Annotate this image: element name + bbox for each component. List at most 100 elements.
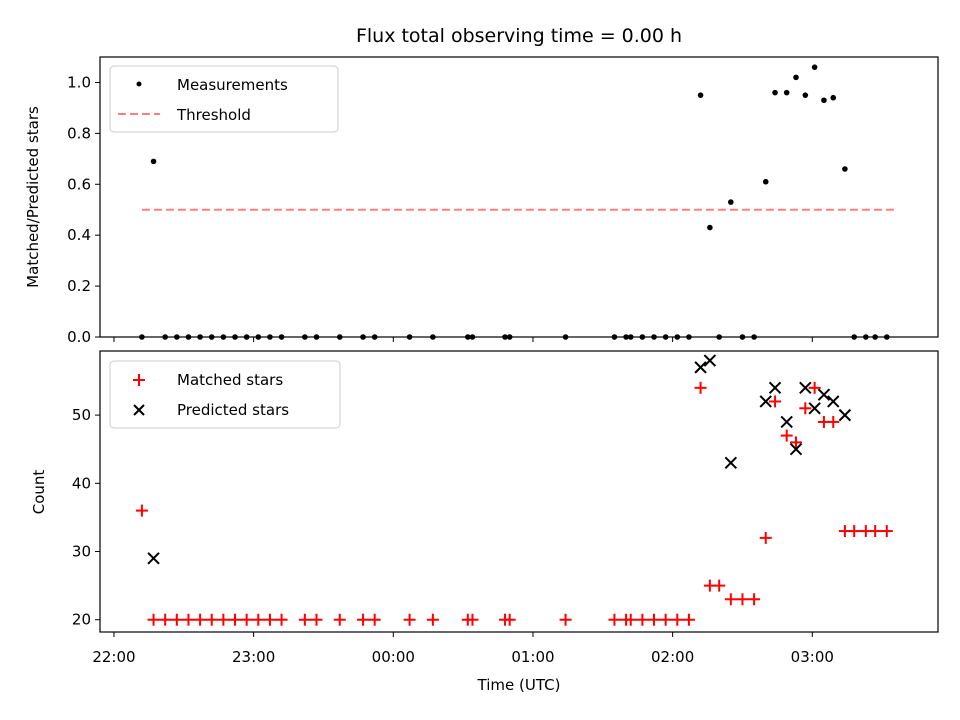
matched-star-point	[769, 395, 782, 408]
legend-predicted-marker	[133, 404, 145, 416]
bottom-x-tick-label: 00:00	[372, 648, 415, 666]
matched-star-point	[724, 593, 737, 606]
measurement-point	[313, 334, 320, 340]
matched-star-point	[135, 504, 148, 517]
matched-star-point	[671, 613, 684, 626]
matched-star-point	[368, 613, 381, 626]
measurement-point	[562, 334, 569, 340]
measurement-point	[627, 334, 634, 340]
bottom-y-tick-label: 20	[72, 611, 91, 629]
measurement-point	[783, 89, 790, 96]
measurement-point	[232, 334, 238, 340]
predicted-star-point	[694, 361, 707, 374]
matched-star-point	[799, 402, 812, 415]
matched-star-point	[159, 613, 172, 626]
matched-star-point	[659, 613, 672, 626]
bottom-y-axis-label: Count	[30, 470, 48, 515]
measurement-point	[243, 334, 250, 340]
top-y-tick-label: 0.4	[67, 226, 91, 244]
measurement-point	[267, 334, 273, 340]
bottom-x-tick-label: 02:00	[651, 648, 694, 666]
measurement-point	[802, 92, 809, 98]
predicted-star-point	[799, 381, 812, 395]
matched-star-point	[298, 613, 311, 626]
measurement-point	[851, 334, 857, 340]
matched-star-point	[466, 613, 479, 626]
matched-star-point	[559, 613, 572, 626]
matched-star-point	[748, 593, 761, 606]
predicted-stars-layer	[147, 354, 852, 565]
bottom-y-tick-label: 40	[72, 474, 91, 492]
measurement-point	[639, 334, 646, 340]
matched-star-point	[790, 436, 803, 449]
top-x-ticks	[113, 337, 813, 342]
legend-matched-marker	[133, 374, 145, 386]
matched-star-point	[869, 525, 882, 538]
measurement-point	[830, 94, 837, 101]
matched-star-point	[275, 613, 288, 626]
measurement-point	[220, 334, 227, 340]
matched-star-point	[503, 613, 516, 626]
measurement-point	[883, 334, 890, 340]
bottom-x-tick-label: 23:00	[232, 648, 275, 666]
matched-star-point	[648, 613, 661, 626]
top-y-tick-label: 0.6	[67, 175, 91, 193]
bottom-y-tick-label: 30	[72, 543, 91, 561]
matched-star-point	[263, 613, 276, 626]
measurement-point	[686, 334, 692, 340]
measurement-point	[185, 334, 192, 340]
top-legend: Measurements Threshold	[109, 65, 339, 133]
legend-threshold-label: Threshold	[176, 106, 251, 124]
matched-stars-layer	[135, 381, 893, 626]
matched-star-point	[252, 613, 265, 626]
measurement-point	[772, 89, 778, 96]
legend-matched-label: Matched stars	[177, 371, 283, 389]
bottom-x-axis: 22:00 23:00 00:00 01:00 02:00 03:00	[92, 632, 834, 666]
measurement-point	[174, 334, 180, 340]
predicted-star-point	[817, 388, 831, 401]
measurement-point	[728, 199, 734, 205]
matched-star-point	[217, 613, 230, 626]
matched-star-point	[426, 613, 439, 626]
measurement-point	[863, 334, 869, 340]
measurement-point	[872, 334, 878, 340]
matched-star-point	[240, 613, 253, 626]
bottom-x-tick-label: 22:00	[92, 648, 135, 666]
matched-star-point	[147, 613, 160, 626]
predicted-star-point	[838, 408, 852, 422]
matched-star-point	[827, 415, 840, 428]
measurement-point	[651, 334, 657, 340]
matched-star-point	[808, 381, 821, 394]
legend-measurements-label: Measurements	[177, 76, 288, 94]
matched-star-point	[624, 613, 637, 626]
matched-star-point	[736, 593, 749, 606]
bottom-y-tick-label: 50	[72, 406, 91, 424]
measurement-point	[302, 334, 308, 340]
matched-star-point	[194, 613, 207, 626]
predicted-star-point	[827, 395, 840, 408]
predicted-star-point	[759, 395, 772, 408]
matched-star-point	[608, 613, 621, 626]
matched-star-point	[357, 613, 370, 626]
measurement-point	[506, 334, 513, 340]
legend-predicted-label: Predicted stars	[177, 401, 289, 419]
bottom-x-tick-label: 01:00	[511, 648, 554, 666]
measurement-point	[150, 158, 157, 165]
bottom-x-axis-label: Time (UTC)	[477, 676, 561, 694]
top-y-tick-label: 1.0	[67, 73, 91, 91]
matched-star-point	[182, 613, 195, 626]
measurement-point	[371, 334, 378, 340]
measurement-point	[502, 334, 508, 340]
measurement-point	[707, 224, 713, 231]
bottom-y-axis: 20 30 40 50	[72, 406, 100, 629]
matched-star-point	[713, 579, 726, 592]
matched-star-point	[694, 381, 707, 394]
matched-star-point	[205, 613, 218, 626]
matched-star-point	[780, 429, 793, 442]
measurement-point	[255, 334, 262, 340]
matched-star-point	[848, 525, 861, 538]
measurement-point	[842, 166, 848, 172]
legend-measurements-marker	[136, 81, 142, 87]
matched-star-point	[403, 613, 416, 626]
